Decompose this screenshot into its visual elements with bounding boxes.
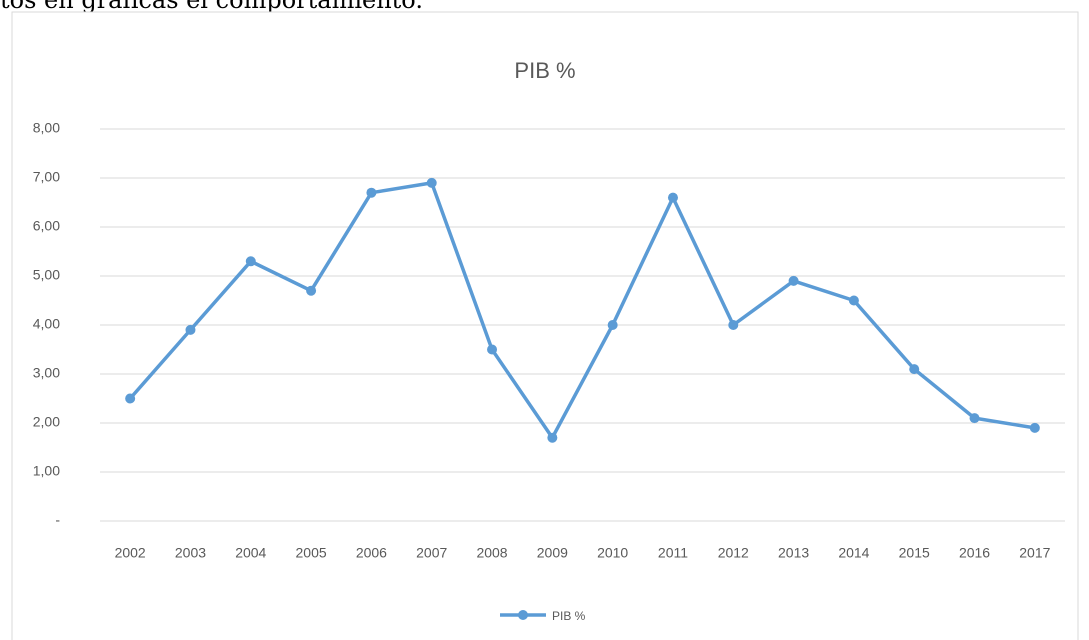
x-tick-label: 2008	[476, 545, 507, 561]
point	[245, 256, 256, 267]
x-tick-label: 2015	[899, 545, 930, 561]
y-tick-label: 1,00	[33, 463, 60, 479]
point	[728, 320, 739, 330]
point	[487, 344, 498, 355]
x-tick-label: 2007	[416, 545, 447, 561]
x-tick-label: 2016	[959, 545, 990, 561]
y-tick-label: 7,00	[33, 169, 60, 185]
x-tick-label: 2003	[175, 545, 206, 561]
x-tick-label: 2010	[597, 545, 628, 561]
y-tick-label: 8,00	[33, 120, 60, 136]
y-tick-label: 4,00	[33, 316, 60, 332]
x-tick-label: 2013	[778, 545, 809, 561]
x-tick-label: 2005	[296, 545, 327, 561]
point	[1029, 422, 1040, 433]
y-tick-label: 3,00	[33, 365, 60, 381]
point	[969, 413, 980, 424]
x-tick-label: 2014	[838, 545, 869, 561]
point	[848, 295, 859, 306]
point	[306, 285, 317, 296]
x-tick-label: 2004	[235, 545, 266, 561]
legend-marker	[518, 610, 528, 620]
y-tick-label: -	[55, 512, 60, 528]
x-tick-label: 2017	[1019, 545, 1050, 561]
x-tick-label: 2002	[115, 545, 146, 561]
point	[788, 275, 799, 286]
y-tick-label: 2,00	[33, 414, 60, 430]
point	[607, 320, 618, 330]
caption: tos en gráficas el comportamiento.	[0, 0, 423, 14]
point	[125, 393, 136, 404]
y-tick-label: 5,00	[33, 267, 60, 283]
point	[426, 177, 437, 188]
legend-label: PIB %	[552, 609, 586, 623]
point	[909, 364, 920, 375]
y-tick-label: 6,00	[33, 218, 60, 234]
x-tick-label: 2009	[537, 545, 568, 561]
point	[185, 324, 196, 335]
line	[128, 181, 1036, 440]
point	[366, 187, 377, 198]
x-tick-label: 2011	[658, 545, 688, 561]
x-tick-label: 2006	[356, 545, 387, 561]
chart-title: PIB %	[514, 58, 575, 83]
point	[547, 432, 558, 443]
point	[667, 192, 678, 203]
x-tick-label: 2012	[718, 545, 749, 561]
